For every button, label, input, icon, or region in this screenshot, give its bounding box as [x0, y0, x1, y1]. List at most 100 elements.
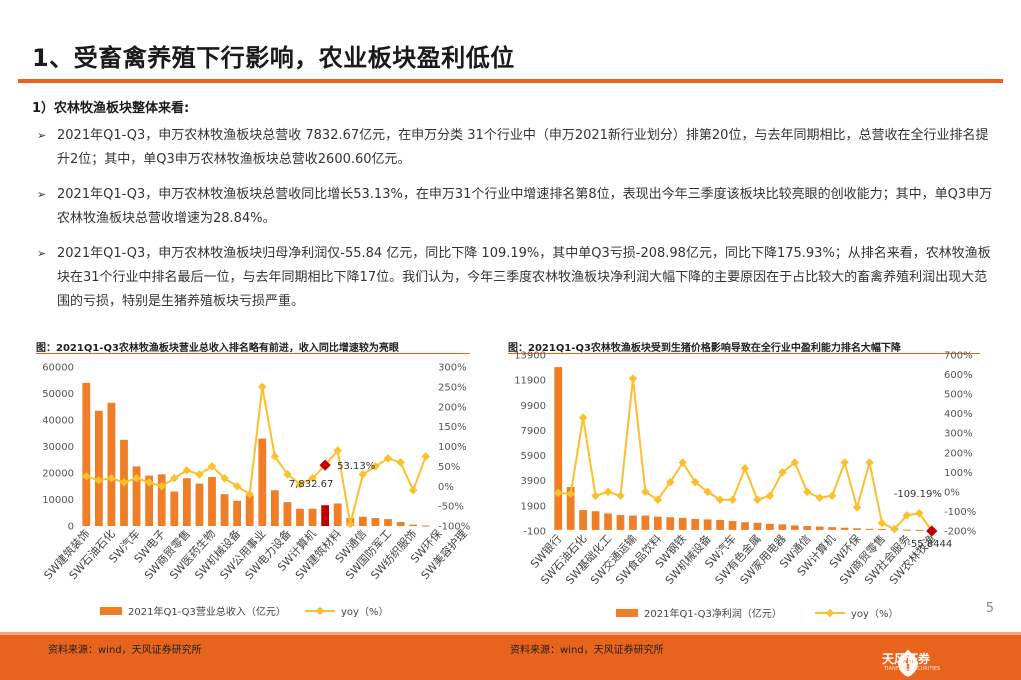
chart1-yoy-point: [409, 486, 417, 494]
chart2-ytick-left: 9900: [521, 401, 546, 412]
section-subtitle: 1）农林牧渔板块整体来看:: [32, 97, 189, 116]
chart1-bar: [321, 505, 329, 526]
chart1-ytick-left: 50000: [42, 389, 74, 400]
chart2-bar: [679, 518, 687, 530]
chart2-bar: [629, 516, 637, 530]
chart2-yoy-point: [865, 458, 873, 466]
chart1-bar: [397, 522, 405, 526]
arrow-bullet-icon: ➢: [37, 124, 46, 148]
chart2-ytick-right: 500%: [944, 390, 973, 401]
chart1-legend-line-label: yoy（%）: [341, 606, 388, 618]
chart1-bar: [296, 509, 304, 526]
page-number: 5: [986, 601, 994, 616]
paragraph-text: 2021年Q1-Q3，申万农林牧渔板块归母净利润仅-55.84 亿元，同比下降 …: [37, 242, 997, 314]
arrow-bullet-icon: ➢: [37, 242, 46, 266]
chart2-ytick-left: 13900: [514, 351, 546, 362]
chart2-bar: [841, 528, 849, 530]
chart1-ytick-right: 0%: [438, 482, 454, 493]
chart2-bar: [778, 524, 786, 530]
chart2-bar-value-label: -55.8444: [907, 539, 952, 550]
chart1-bar: [258, 439, 266, 526]
chart1-ytick-right: 100%: [438, 442, 467, 453]
chart2-bar: [592, 511, 600, 530]
chart1-bar: [170, 492, 178, 526]
chart1-ytick-left: 0: [68, 522, 74, 533]
chart1-bar: [183, 478, 191, 526]
chart2-ytick-left: 7900: [521, 426, 546, 437]
chart1-bar: [271, 490, 279, 526]
page-title: 1、受畜禽养殖下行影响，农业板块盈利低位: [32, 38, 515, 73]
chart1-bar: [284, 502, 292, 526]
chart2-yoy-point: [616, 492, 624, 500]
chart2-bar: [828, 527, 836, 530]
chart1-yoy-value-label: 53.13%: [337, 461, 375, 472]
chart2-yoy-point: [803, 488, 811, 496]
chart2-bar: [642, 516, 650, 530]
chart1-ytick-left: 60000: [42, 363, 74, 374]
chart1-legend-bar-label: 2021年Q1-Q3营业总收入（亿元）: [128, 605, 286, 618]
chart2-bar: [803, 526, 811, 530]
chart1-ytick-right: 300%: [438, 363, 467, 374]
chart1-ytick-right: -50%: [438, 502, 464, 513]
paragraph-1: ➢ 2021年Q1-Q3，申万农林牧渔板块总营收 7832.67亿元，在申万分类…: [37, 124, 997, 172]
paragraph-text: 2021年Q1-Q3，申万农林牧渔板块总营收同比增长53.13%，在申万31个行…: [37, 183, 997, 231]
chart1-bar: [233, 501, 241, 526]
chart1-ytick-right: 50%: [438, 462, 460, 473]
chart1-yoy-point: [421, 452, 429, 460]
chart2-bar: [554, 367, 562, 530]
chart2-ytick-right: 200%: [944, 448, 973, 459]
chart2-bar: [903, 530, 911, 531]
paragraph-2: ➢ 2021年Q1-Q3，申万农林牧渔板块总营收同比增长53.13%，在申万31…: [37, 183, 997, 231]
chart2-bar: [617, 515, 625, 530]
chart2-bar: [816, 527, 824, 530]
chart1-bar: [334, 503, 342, 526]
chart1-yoy-point: [258, 383, 266, 391]
chart2-yoy-point: [591, 492, 599, 500]
chart1-ytick-left: 20000: [42, 469, 74, 480]
chart2-bar: [853, 528, 861, 530]
paragraph-text: 2021年Q1-Q3，申万农林牧渔板块总营收 7832.67亿元，在申万分类 3…: [37, 124, 997, 172]
chart2-bar: [878, 529, 886, 530]
chart1-bar: [108, 403, 116, 526]
chart1-ytick-right: 200%: [438, 402, 467, 413]
chart1-bar: [309, 509, 317, 526]
chart2-ytick-left: 11900: [514, 376, 546, 387]
chart2-ytick-right: 0%: [944, 487, 960, 498]
chart2-bar: [604, 513, 612, 530]
chart1-ytick-right: 250%: [438, 382, 467, 393]
chart2-yoy-point: [878, 519, 886, 527]
chart2-bar: [666, 517, 674, 530]
chart2-title: 图：2021Q1-Q3农林牧渔板块受到生猪价格影响导致在全行业中盈利能力排名大幅…: [508, 339, 901, 354]
chart1-legend-bar-swatch: [100, 607, 122, 615]
chart2-bar: [741, 522, 749, 530]
chart2-yoy-point: [579, 413, 587, 421]
chart2-title-rule: [508, 353, 980, 354]
chart2-yoy-point: [766, 492, 774, 500]
chart2-bar: [729, 521, 737, 530]
chart2-ytick-left: 1900: [521, 501, 546, 512]
chart1-bar: [221, 494, 229, 526]
chart1-bar: [246, 496, 254, 526]
chart2-bar: [766, 524, 774, 530]
chart1-bar: [372, 518, 380, 526]
chart2-yoy-value-label: -109.19%: [894, 489, 942, 500]
chart2-yoy-point: [840, 458, 848, 466]
chart1-bar: [196, 484, 204, 526]
chart1-ytick-right: 150%: [438, 422, 467, 433]
chart2-legend-line-label: yoy（%）: [851, 608, 898, 620]
chart1-title-rule: [36, 353, 470, 354]
chart2-bar: [579, 510, 587, 530]
chart2-ytick-right: -200%: [944, 527, 976, 538]
chart2-yoy-point: [753, 495, 761, 503]
chart2-bar: [754, 523, 762, 530]
chart1-bar: [82, 383, 90, 526]
chart2-bar: [654, 517, 662, 530]
chart1-bar-value-label: 7,832.67: [289, 479, 334, 490]
chart2-ytick-right: 400%: [944, 409, 973, 420]
chart1-ytick-right: -100%: [438, 522, 470, 533]
chart2-yoy-point: [728, 495, 736, 503]
chart2-source: 资料来源：wind，天风证券研究所: [510, 641, 664, 656]
chart1-yoy-point: [396, 458, 404, 466]
chart2-ytick-left: 5900: [521, 451, 546, 462]
chart2-ytick-right: 100%: [944, 468, 973, 479]
